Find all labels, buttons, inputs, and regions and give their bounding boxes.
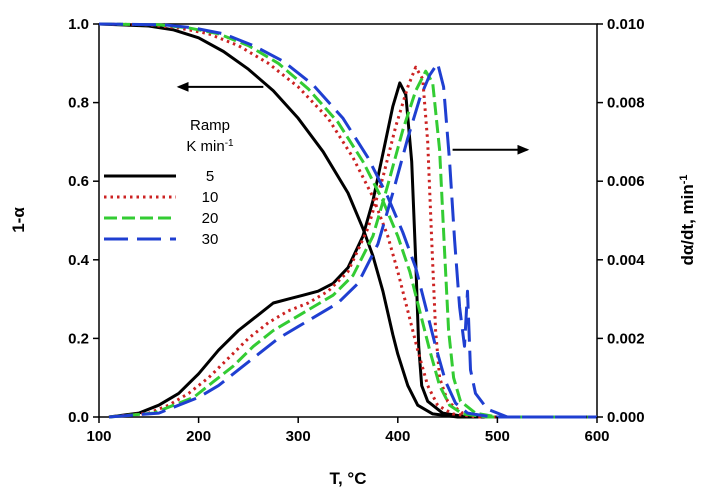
x-tick-label: 200 <box>186 428 211 445</box>
ticks-layer: 100 200 300 400 500 600 0.0 0.2 0.4 0.6 0.8 1.0 0.00… <box>68 16 645 445</box>
y-left-tick-label: 0.4 <box>68 252 90 269</box>
y-right-tick-label: 0.008 <box>607 95 645 112</box>
legend-label-30: 30 <box>202 231 219 248</box>
x-tick-label: 300 <box>286 428 311 445</box>
y-right-tick-label: 0.004 <box>607 252 645 269</box>
x-tick-label: 400 <box>385 428 410 445</box>
x-tick-label: 600 <box>584 428 609 445</box>
y-left-tick-label: 0.6 <box>68 173 89 190</box>
legend-entries: 5 10 20 30 <box>104 168 218 248</box>
legend-label-20: 20 <box>202 210 219 227</box>
y-axis-right-title-sup: -1 <box>678 174 690 184</box>
legend: Ramp K min-1 5 10 20 30 <box>104 117 234 248</box>
series-5-rate-line <box>108 81 597 419</box>
series-10-conversion-line <box>98 22 597 419</box>
y-right-tick-label: 0.006 <box>607 173 645 190</box>
series-30-rate-line <box>108 61 597 419</box>
legend-label-5: 5 <box>206 168 214 185</box>
y-left-tick-label: 1.0 <box>68 16 89 33</box>
series-30-conversion-line <box>98 22 597 419</box>
series-20-conversion-line <box>98 22 597 419</box>
y-axis-right-title-main: dα/dt, min <box>678 184 697 265</box>
plot-frame <box>98 23 598 418</box>
y-right-tick-label: 0.002 <box>607 330 645 347</box>
y-axis-left-title: 1-α <box>9 207 28 233</box>
series-10-rate-line <box>108 65 597 419</box>
y-right-tick-label: 0.010 <box>607 16 645 33</box>
annotation-layer <box>176 81 530 155</box>
series-layer <box>98 22 597 419</box>
series-5-conversion-line <box>98 22 597 419</box>
legend-title-sup: -1 <box>225 138 234 149</box>
x-tick-label: 500 <box>485 428 510 445</box>
legend-title-line2: K min-1 <box>186 138 234 156</box>
x-tick-label: 100 <box>86 428 111 445</box>
y-axis-right-title: dα/dt, min-1 <box>678 174 697 265</box>
y-left-tick-label: 0.8 <box>68 95 89 112</box>
y-left-tick-label: 0.2 <box>68 330 89 347</box>
legend-title-unit: K min <box>186 138 224 155</box>
y-right-tick-label: 0.000 <box>607 409 645 426</box>
series-20-rate-line <box>108 69 597 419</box>
x-axis-title: T, °C <box>329 469 366 488</box>
plot-area <box>98 23 598 418</box>
legend-label-10: 10 <box>202 189 219 206</box>
legend-title-line1: Ramp <box>190 117 230 134</box>
y-left-tick-label: 0.0 <box>68 409 89 426</box>
